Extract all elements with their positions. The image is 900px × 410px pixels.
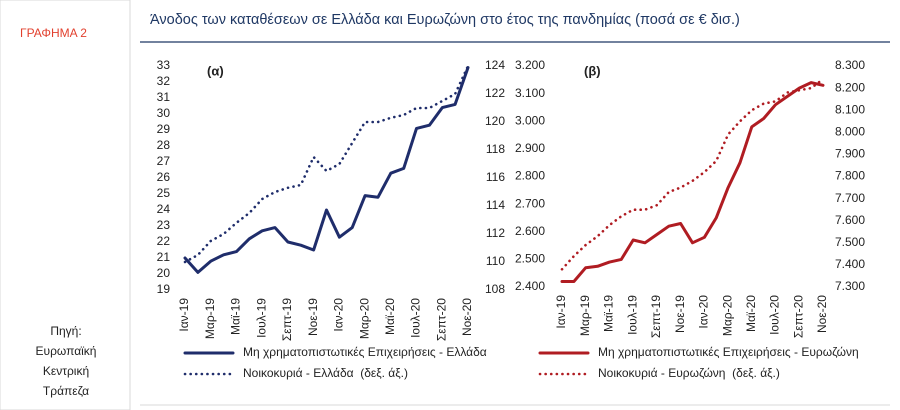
x-tick-label: Νοε-20 — [460, 298, 474, 336]
legend-label: Μη χρηματοπιστωτικές Επιχειρήσεις - Ευρω… — [598, 345, 859, 359]
y-tick-label: 2.900 — [515, 141, 545, 155]
y2-tick-label: 116 — [486, 170, 505, 184]
y2-tick-label: 8.200 — [835, 80, 865, 94]
y-tick-label: 3.200 — [515, 58, 545, 72]
y-tick-label: 21 — [157, 250, 171, 264]
y-tick-label: 3.100 — [515, 86, 545, 100]
x-tick-label: Νοε-20 — [815, 295, 829, 333]
figure-label: ΓΡΑΦΗΜΑ 2 — [20, 26, 87, 40]
panel-label: (β) — [584, 63, 601, 78]
y-tick-label: 2.500 — [515, 252, 545, 266]
y-tick-label: 23 — [157, 218, 171, 232]
x-tick-label: Ιαν-19 — [554, 295, 568, 329]
y2-tick-label: 118 — [486, 142, 505, 156]
x-tick-label: Ιουλ-20 — [768, 295, 782, 335]
y-tick-label: 30 — [157, 106, 171, 120]
y2-tick-label: 7.600 — [835, 213, 865, 227]
y-tick-label: 29 — [157, 122, 171, 136]
x-tick-label: Μαϊ-19 — [602, 295, 616, 332]
y-tick-label: 2.800 — [515, 169, 545, 183]
y2-tick-label: 8.100 — [835, 102, 865, 116]
series-line — [560, 78, 825, 271]
x-tick-label: Μαϊ-20 — [744, 295, 758, 332]
y-tick-label: 2.700 — [515, 196, 545, 210]
y2-tick-label: 7.700 — [835, 191, 865, 205]
x-tick-label: Ιουλ-19 — [254, 298, 268, 338]
x-tick-label: Μαρ-19 — [578, 295, 592, 336]
y-tick-label: 32 — [157, 74, 171, 88]
x-tick-label: Ιουλ-19 — [625, 295, 639, 335]
x-tick-label: Νοε-19 — [306, 298, 320, 336]
y-tick-label: 2.400 — [515, 279, 545, 293]
y-tick-label: 22 — [157, 234, 171, 248]
x-tick-label: Σεπτ-19 — [280, 298, 294, 341]
y2-tick-label: 7.800 — [835, 169, 865, 183]
y2-tick-label: 108 — [485, 282, 505, 296]
series-line — [560, 81, 825, 283]
x-tick-label: Σεπτ-20 — [434, 298, 448, 341]
y-tick-label: 3.000 — [515, 113, 545, 127]
source-text: Τράπεζα — [43, 384, 89, 398]
y-tick-label: 27 — [157, 154, 171, 168]
y-tick-label: 33 — [157, 58, 171, 72]
y2-tick-label: 122 — [485, 86, 505, 100]
series-line — [183, 66, 470, 274]
x-tick-label: Ιαν-20 — [697, 295, 711, 329]
y-tick-label: 28 — [157, 138, 171, 152]
y-tick-label: 2.600 — [515, 224, 545, 238]
y2-tick-label: 114 — [486, 198, 505, 212]
x-tick-label: Μαϊ-19 — [229, 298, 243, 335]
y-tick-label: 31 — [157, 90, 171, 104]
y2-tick-label: 8.300 — [835, 58, 865, 72]
x-tick-label: Ιουλ-20 — [409, 298, 423, 338]
y-tick-label: 26 — [157, 170, 171, 184]
y2-tick-label: 8.000 — [835, 124, 865, 138]
panel-label: (α) — [207, 63, 224, 78]
x-tick-label: Σεπτ-19 — [649, 295, 663, 338]
y2-tick-label: 7.300 — [835, 279, 865, 293]
y2-tick-label: 7.400 — [835, 257, 865, 271]
legend-label: Νοικοκυριά - Ελλάδα (δεξ. άξ.) — [243, 366, 408, 380]
legend-label: Μη χρηματοπιστωτικές Επιχειρήσεις - Ελλά… — [243, 345, 487, 359]
x-tick-label: Μαϊ-20 — [383, 298, 397, 335]
x-tick-label: Νοε-19 — [673, 295, 687, 333]
legend-label: Νοικοκυριά - Ευρωζώνη (δεξ. άξ.) — [598, 366, 780, 380]
sidebar — [0, 0, 131, 410]
source-text: Πηγή: — [50, 324, 81, 338]
y-tick-label: 24 — [157, 202, 171, 216]
y2-tick-label: 120 — [485, 114, 505, 128]
x-tick-label: Σεπτ-20 — [791, 295, 805, 338]
y2-tick-label: 112 — [486, 226, 505, 240]
y2-tick-label: 124 — [485, 58, 505, 72]
y-tick-label: 25 — [157, 186, 171, 200]
chart-title: Άνοδος των καταθέσεων σε Ελλάδα και Ευρω… — [150, 12, 740, 28]
y2-tick-label: 110 — [486, 254, 505, 268]
y-tick-label: 19 — [157, 282, 171, 296]
y2-tick-label: 7.900 — [835, 147, 865, 161]
x-tick-label: Ιαν-20 — [332, 298, 346, 332]
source-text: Κεντρική — [43, 364, 89, 378]
x-tick-label: Μαρ-20 — [720, 295, 734, 336]
y-tick-label: 20 — [157, 266, 171, 280]
source-text: Ευρωπαϊκή — [36, 344, 97, 358]
x-tick-label: Μαρ-20 — [357, 298, 371, 339]
x-tick-label: Μαρ-19 — [203, 298, 217, 339]
x-tick-label: Ιαν-19 — [177, 298, 191, 332]
series-line — [183, 64, 470, 264]
y2-tick-label: 7.500 — [835, 235, 865, 249]
